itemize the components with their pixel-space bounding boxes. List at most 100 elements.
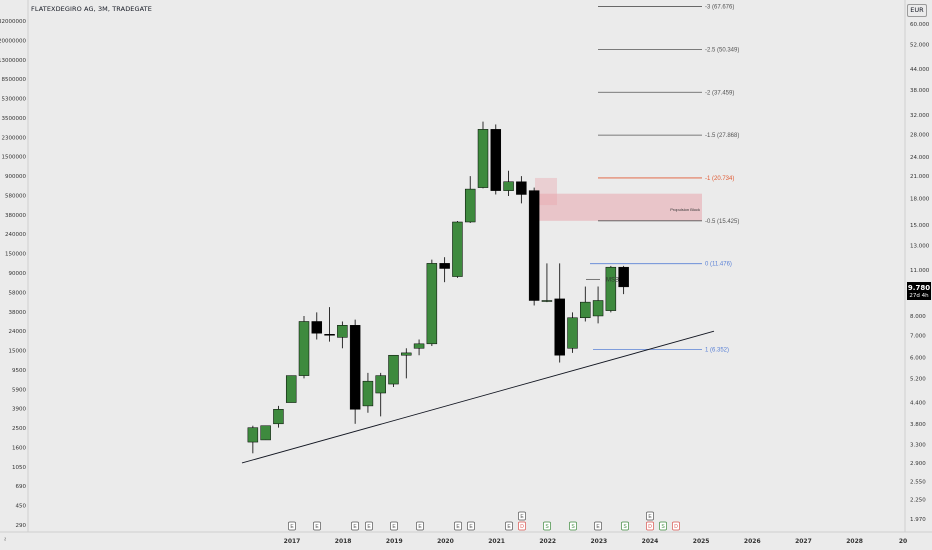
last-price: 9.780 xyxy=(907,284,931,292)
left-axis-label: 900000 xyxy=(5,174,26,180)
left-axis-label: 1500000 xyxy=(2,155,27,161)
event-marker-e: E xyxy=(454,521,462,531)
fib-label: -0.5 (15.425) xyxy=(705,219,739,225)
price-axis-label: 44.000 xyxy=(910,67,930,73)
candle-body xyxy=(413,343,425,349)
event-marker-s: S xyxy=(621,521,629,531)
event-marker-label: D xyxy=(674,524,678,530)
time-axis-label: 2026 xyxy=(744,538,761,545)
event-marker-e: E xyxy=(467,521,475,531)
price-axis-label: 15.000 xyxy=(910,223,930,229)
left-axis-label: 15000 xyxy=(9,349,27,355)
event-marker-s: S xyxy=(569,521,577,531)
price-axis-label: 5.200 xyxy=(910,376,926,382)
price-axis-label: 11.000 xyxy=(910,268,930,274)
candle-body xyxy=(452,221,463,277)
fib-label: -3 (67.676) xyxy=(705,5,734,11)
time-axis-label: 2022 xyxy=(539,538,556,545)
candle-body xyxy=(516,181,527,195)
time-axis-label: 2028 xyxy=(846,538,863,545)
event-marker-label: E xyxy=(290,524,294,530)
left-axis-label: 1050 xyxy=(12,465,26,471)
candle-body xyxy=(477,129,489,188)
bar-countdown: 27d 4h xyxy=(909,293,929,299)
supply-zone xyxy=(535,177,557,206)
event-marker-label: E xyxy=(367,524,371,530)
fib-label: 1 (6.352) xyxy=(705,347,729,353)
price-axis: 60.000 52.000 44.000 38.000 32.000 28.000 24.0… xyxy=(910,22,930,523)
left-axis-label: 9500 xyxy=(12,368,26,374)
event-marker-d: D xyxy=(672,521,680,531)
price-axis-label: 60.000 xyxy=(910,22,930,28)
candle-body xyxy=(528,190,540,301)
event-marker-e: E xyxy=(365,521,373,531)
price-axis-label: 8.000 xyxy=(910,314,926,320)
left-axis-label: 5300000 xyxy=(2,97,27,103)
event-marker-label: E xyxy=(353,524,357,530)
left-axis-label: 13000000 xyxy=(0,58,26,64)
left-axis-label: 38000 xyxy=(9,310,27,316)
price-axis-label: 38.000 xyxy=(910,88,930,94)
event-marker-e: E xyxy=(505,521,513,531)
candle-body xyxy=(298,321,310,376)
event-marker-label: S xyxy=(571,524,575,530)
time-axis-label: 20 xyxy=(899,538,907,545)
left-axis-label: 3900 xyxy=(12,407,26,413)
currency-selector[interactable]: EUR xyxy=(907,4,927,17)
price-axis-label: 7.000 xyxy=(910,333,926,339)
left-axis-label: 2300000 xyxy=(2,135,27,141)
event-marker-s: S xyxy=(543,521,551,531)
event-marker-s: S xyxy=(659,521,667,531)
left-axis-label: 290 xyxy=(16,523,27,529)
event-markers: E E E E E E E E E DES S E S DES D xyxy=(288,511,680,531)
left-axis-label: 8500000 xyxy=(2,77,27,83)
propulsion-block-label: Propulsion Block xyxy=(670,207,700,212)
event-marker-e: E xyxy=(288,521,296,531)
event-marker-label: S xyxy=(661,524,665,530)
event-marker-e: E xyxy=(594,521,602,531)
candle-body xyxy=(567,317,578,349)
event-marker-label: D xyxy=(648,524,652,530)
price-axis-label: 2.900 xyxy=(910,461,926,467)
event-marker-label: E xyxy=(507,524,511,530)
event-marker-label: S xyxy=(545,524,549,530)
candle-body xyxy=(580,301,591,319)
event-marker-label: E xyxy=(315,524,319,530)
candle-body xyxy=(311,321,323,334)
candle-body xyxy=(605,266,617,311)
candle-body xyxy=(362,380,374,407)
price-axis-label: 24.000 xyxy=(910,155,930,161)
time-axis-label: 2024 xyxy=(642,538,659,545)
event-marker-e: E xyxy=(416,521,424,531)
price-axis-label: 18.000 xyxy=(910,196,930,202)
left-axis-label: 24000 xyxy=(9,329,27,335)
price-axis-label: 13.000 xyxy=(910,244,930,250)
candle-body xyxy=(592,300,604,317)
candle-body xyxy=(541,300,553,302)
price-axis-label: 4.400 xyxy=(910,401,926,407)
price-axis-label: 2.550 xyxy=(910,480,926,486)
event-marker-d: D xyxy=(518,521,526,531)
axis-settings-icon[interactable]: ≀ xyxy=(4,536,7,543)
time-axis-label: 2021 xyxy=(488,538,505,545)
left-axis-label: 2500 xyxy=(12,426,26,432)
left-axis-label: 3500000 xyxy=(2,116,27,122)
event-marker-d: D xyxy=(646,521,654,531)
fib-label: -2 (37.459) xyxy=(705,90,734,96)
candle-body xyxy=(554,298,565,356)
fib-label: -2.5 (50.349) xyxy=(705,47,739,53)
fib-label: 0 (11.476) xyxy=(705,262,732,268)
candle-body xyxy=(337,325,348,338)
time-axis-label: 2027 xyxy=(795,538,812,545)
candle-body xyxy=(324,334,335,336)
left-axis-label: 90000 xyxy=(9,271,27,277)
price-axis-label: 28.000 xyxy=(910,132,930,138)
candle-body xyxy=(618,266,629,288)
left-axis: 32000000 20000000 13000000 8500000 5300000 35… xyxy=(0,19,26,529)
candle-body xyxy=(439,263,450,269)
price-axis-label: 3.800 xyxy=(910,422,926,428)
event-marker-e: E xyxy=(518,511,526,521)
event-marker-label: D xyxy=(520,524,524,530)
